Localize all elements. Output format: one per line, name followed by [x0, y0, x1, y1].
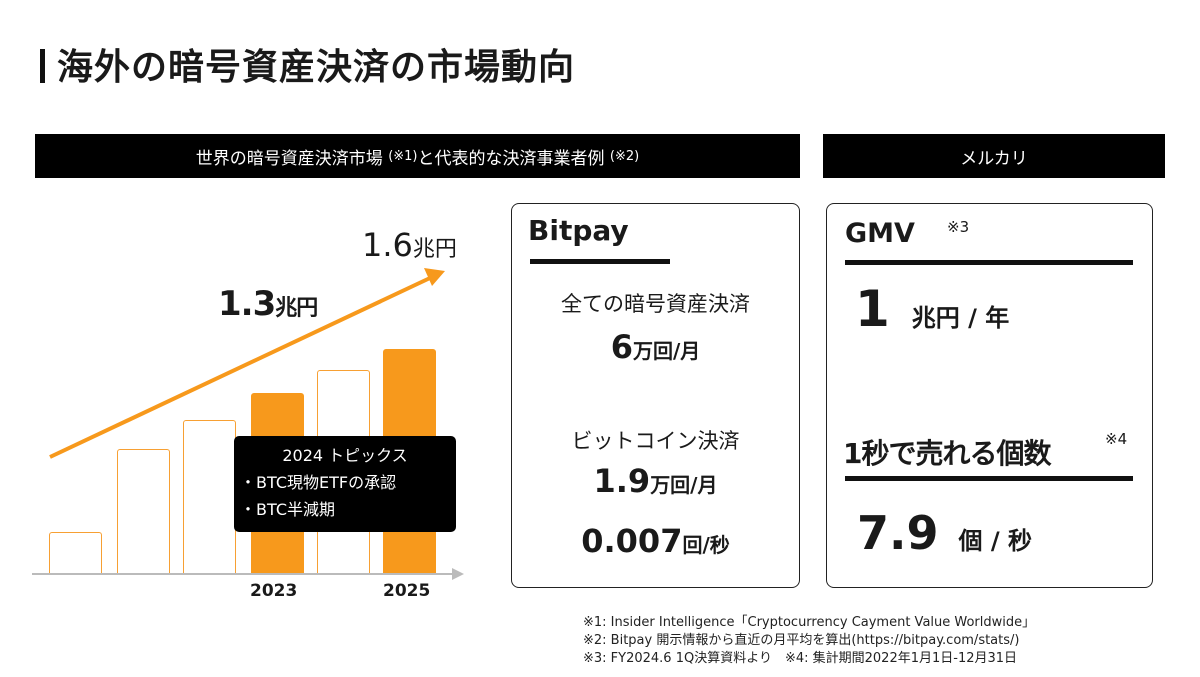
footnote: ※1: Insider Intelligence「Cryptocurrency … [583, 615, 1036, 630]
value-number: 0.007 [581, 522, 683, 560]
header-note: (※2) [609, 148, 640, 164]
value-number: 6 [610, 328, 633, 366]
x-axis-arrow-icon [452, 568, 464, 580]
header-text: メルカリ [960, 148, 1028, 169]
value-number: 1.9 [593, 462, 651, 500]
bitpay-card: Bitpay 全ての暗号資産決済 6万回/月 ビットコイン決済 1.9万回/月 … [511, 203, 800, 588]
bar [117, 449, 170, 573]
growth-arrowhead-icon [424, 268, 445, 286]
value-unit: 兆円 / 年 [911, 304, 1010, 332]
topics-title: 2024 トピックス [282, 446, 408, 465]
value-number: 1.6 [362, 226, 413, 264]
x-label-2023: 2023 [250, 581, 298, 601]
topics-item: ・BTC半減期 [240, 500, 335, 519]
divider [845, 476, 1133, 481]
all-crypto-label: 全ての暗号資産決済 [561, 292, 750, 316]
value-2023: 1.3兆円 [218, 284, 318, 324]
chart-lines [32, 268, 464, 580]
gmv-value: 1 兆円 / 年 [855, 280, 1009, 338]
sold-per-second-label: 1秒で売れる個数 [843, 437, 1051, 470]
divider [845, 260, 1133, 265]
growth-arrow [49, 276, 431, 459]
mercari-card: GMV ※3 1 兆円 / 年 1秒で売れる個数 ※4 7.9 個 / 秒 [826, 203, 1153, 588]
header-text-mid: と代表的な決済事業者例 [417, 148, 605, 169]
left-section-header: 世界の暗号資産決済市場 (※1) と代表的な決済事業者例 (※2) [35, 134, 800, 178]
divider [530, 259, 670, 264]
value-number: 7.9 [857, 506, 939, 560]
value-unit: 兆円 [275, 296, 318, 321]
bitpay-name: Bitpay [528, 214, 629, 247]
btc-label: ビットコイン決済 [571, 429, 740, 453]
value-unit: 万回/月 [632, 339, 701, 363]
sold-per-second-value: 7.9 個 / 秒 [857, 506, 1032, 560]
title-bar-mark [40, 49, 45, 83]
sold-note: ※4 [1105, 430, 1128, 448]
footnote: ※3: FY2024.6 1Q決算資料より ※4: 集計期間2022年1月1日-… [583, 651, 1018, 666]
page-title-text: 海外の暗号資産決済の市場動向 [57, 47, 576, 88]
value-unit: 個 / 秒 [958, 527, 1032, 555]
footnotes: ※1: Insider Intelligence「Cryptocurrency … [583, 614, 1035, 668]
value-number: 1.3 [218, 284, 276, 324]
value-unit: 回/秒 [682, 533, 730, 557]
right-section-header: メルカリ [823, 134, 1165, 178]
header-text: 世界の暗号資産決済市場 [195, 148, 383, 169]
all-crypto-value: 6万回/月 [512, 328, 799, 366]
value-number: 1 [855, 280, 890, 338]
value-unit: 兆円 [412, 237, 457, 262]
page-title: 海外の暗号資産決済の市場動向 [40, 38, 575, 90]
x-label-2025: 2025 [383, 581, 431, 601]
gmv-note: ※3 [947, 218, 970, 236]
value-2025: 1.6兆円 [362, 226, 457, 264]
footnote: ※2: Bitpay 開示情報から直近の月平均を算出(https://bitpa… [583, 633, 1020, 648]
bar [49, 532, 102, 573]
btc-per-second-value: 0.007回/秒 [512, 522, 799, 560]
topics-box: 2024 トピックス ・BTC現物ETFの承認 ・BTC半減期 [234, 436, 456, 532]
topics-item: ・BTC現物ETFの承認 [240, 473, 397, 492]
header-note: (※1) [388, 148, 418, 164]
gmv-label: GMV [845, 218, 915, 249]
value-unit: 万回/月 [650, 473, 718, 497]
btc-monthly-value: 1.9万回/月 [512, 462, 799, 500]
